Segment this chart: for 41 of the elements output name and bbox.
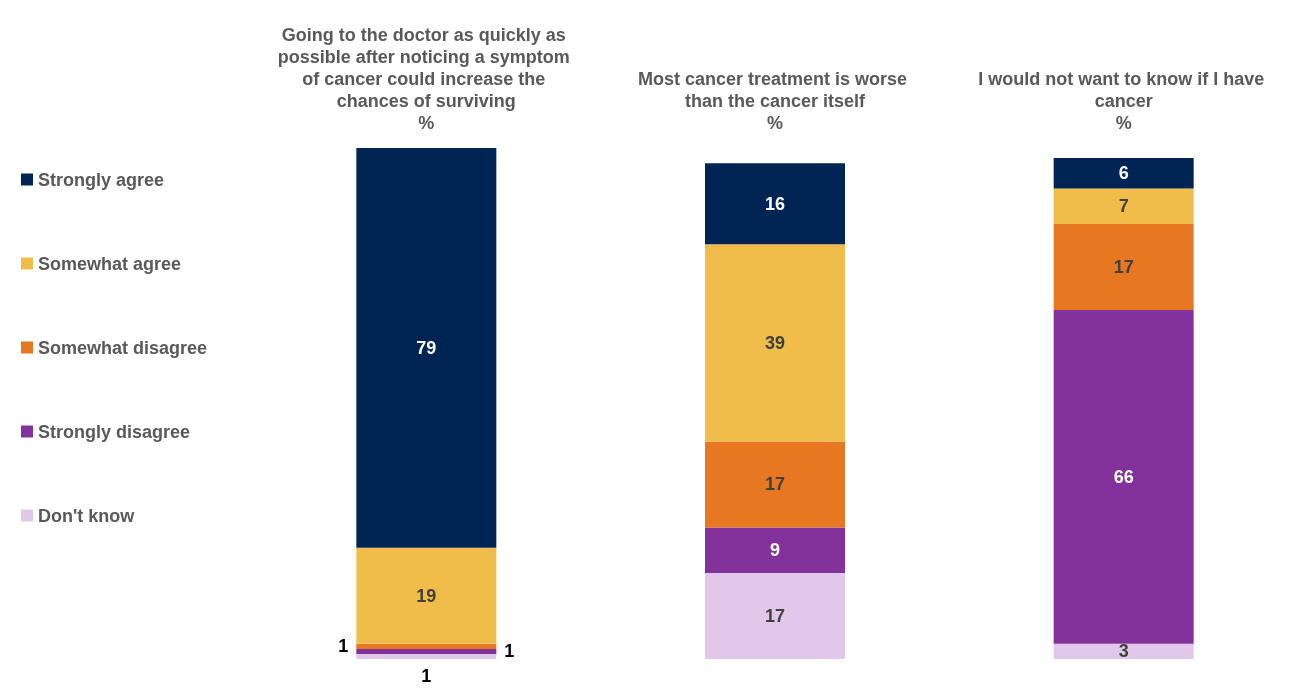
data-label: 17 [1113,256,1134,277]
data-label: 1 [504,641,515,662]
legend-label: Somewhat disagree [38,337,208,358]
data-label: 1 [421,666,432,686]
bar [1053,643,1194,659]
text: % [1115,113,1132,133]
legend-label: Strongly disagree [38,421,191,442]
text: % [766,113,784,133]
legend-label: Somewhat agree [38,253,182,274]
data-label: 6 [1118,163,1129,184]
x-tick-label: Going to the doctor as quickly as possible after noticing a symptom of cancer could increase the chances of surviving [277,25,575,111]
x-tick-label: Most cancer treatment is worse than the cancer itself [637,69,913,111]
data-label: 1 [338,636,349,657]
data-label: 16 [764,193,786,214]
data-label: 17 [764,605,786,626]
data-label: 39 [764,332,786,353]
bar [356,148,497,548]
data-label: 66 [1113,466,1134,487]
data-label: 17 [764,474,786,495]
bar [705,163,845,245]
data-label: 3 [1118,641,1129,662]
bar [1053,223,1194,310]
data-label: 19 [416,585,437,606]
bar [1053,309,1194,644]
bar [356,653,497,659]
bar [356,547,497,644]
bar [705,527,845,573]
bar [705,441,845,528]
legend-label: Don't know [38,505,136,526]
data-label: 7 [1118,196,1129,217]
x-tick-label: I would not want to know if I have cancer [978,69,1270,111]
bar [1053,188,1194,224]
y-axis-title: % [418,113,435,133]
bar [705,244,845,442]
bar [356,643,497,649]
bar [705,572,845,659]
legend-label: Strongly agree [38,169,165,190]
data-label: 9 [769,540,781,561]
bar [1053,158,1194,189]
bar [356,648,497,654]
data-label: 79 [416,337,437,358]
